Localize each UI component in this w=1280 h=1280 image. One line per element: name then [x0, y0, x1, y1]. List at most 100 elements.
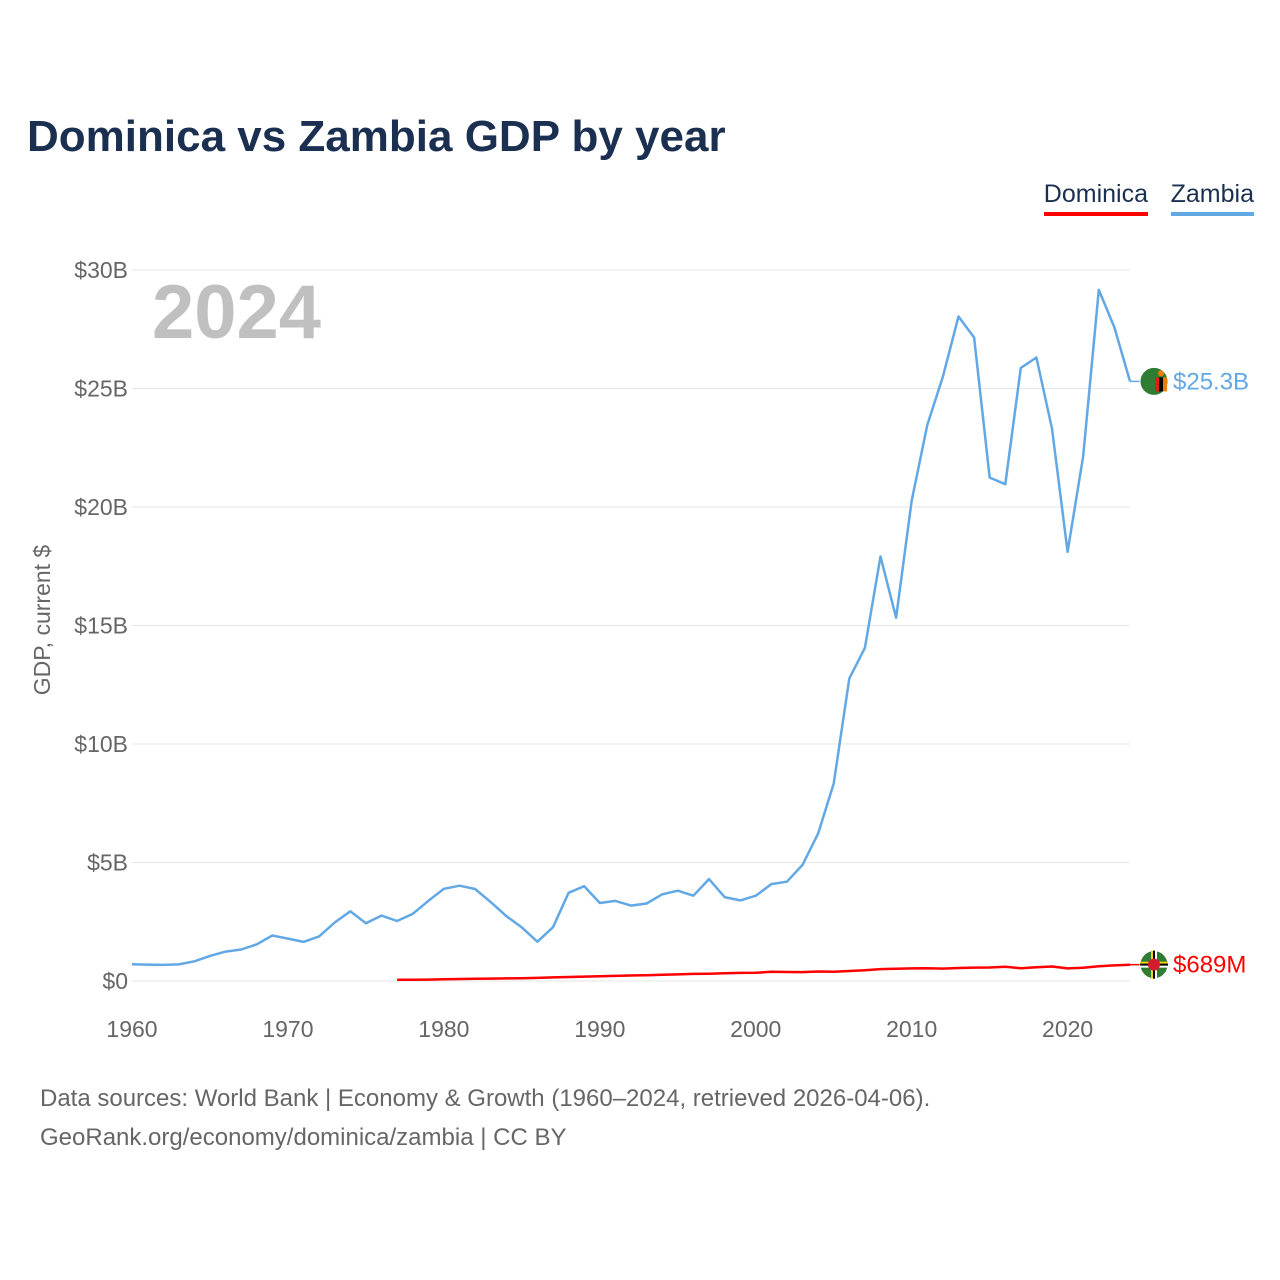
- data-point-zambia[interactable]: [894, 615, 899, 620]
- data-point-dominica[interactable]: [972, 965, 977, 970]
- data-point-dominica[interactable]: [925, 966, 930, 971]
- data-point-zambia[interactable]: [784, 879, 789, 884]
- data-point-dominica[interactable]: [1065, 966, 1070, 971]
- data-point-dominica[interactable]: [956, 965, 961, 970]
- data-point-zambia[interactable]: [176, 962, 181, 967]
- data-point-zambia[interactable]: [254, 942, 259, 947]
- data-point-dominica[interactable]: [551, 975, 556, 980]
- data-point-dominica[interactable]: [1112, 963, 1117, 968]
- data-point-zambia[interactable]: [753, 893, 758, 898]
- data-point-zambia[interactable]: [410, 911, 415, 916]
- data-point-dominica[interactable]: [1034, 965, 1039, 970]
- data-point-dominica[interactable]: [847, 969, 852, 974]
- data-point-zambia[interactable]: [332, 920, 337, 925]
- data-point-zambia[interactable]: [800, 862, 805, 867]
- data-point-zambia[interactable]: [1081, 454, 1086, 459]
- data-point-zambia[interactable]: [348, 909, 353, 914]
- data-point-zambia[interactable]: [597, 901, 602, 906]
- data-point-dominica[interactable]: [1050, 964, 1055, 969]
- data-point-dominica[interactable]: [1096, 964, 1101, 969]
- data-point-dominica[interactable]: [738, 970, 743, 975]
- data-point-dominica[interactable]: [894, 966, 899, 971]
- data-point-dominica[interactable]: [706, 971, 711, 976]
- data-point-zambia[interactable]: [239, 947, 244, 952]
- data-point-dominica[interactable]: [691, 971, 696, 976]
- data-point-zambia[interactable]: [644, 901, 649, 906]
- data-point-zambia[interactable]: [956, 314, 961, 319]
- data-point-zambia[interactable]: [660, 892, 665, 897]
- legend-item-dominica[interactable]: Dominica: [1043, 180, 1148, 216]
- data-point-zambia[interactable]: [207, 953, 212, 958]
- data-point-zambia[interactable]: [223, 949, 228, 954]
- data-point-zambia[interactable]: [613, 898, 618, 903]
- data-point-zambia[interactable]: [831, 781, 836, 786]
- data-point-dominica[interactable]: [441, 977, 446, 982]
- data-point-dominica[interactable]: [473, 976, 478, 981]
- series-line-zambia[interactable]: [131, 288, 1132, 967]
- data-point-dominica[interactable]: [613, 973, 618, 978]
- data-point-dominica[interactable]: [1018, 966, 1023, 971]
- data-point-dominica[interactable]: [1081, 965, 1086, 970]
- data-point-dominica[interactable]: [426, 977, 431, 982]
- data-point-zambia[interactable]: [457, 883, 462, 888]
- data-point-dominica[interactable]: [597, 974, 602, 979]
- data-point-dominica[interactable]: [816, 969, 821, 974]
- data-point-zambia[interactable]: [847, 676, 852, 681]
- data-point-zambia[interactable]: [675, 888, 680, 893]
- footer-link[interactable]: GeoRank.org/economy/dominica/zambia | CC…: [40, 1124, 567, 1151]
- data-point-zambia[interactable]: [987, 475, 992, 480]
- data-point-zambia[interactable]: [909, 498, 914, 503]
- data-point-dominica[interactable]: [753, 970, 758, 975]
- data-point-dominica[interactable]: [831, 969, 836, 974]
- data-point-dominica[interactable]: [644, 973, 649, 978]
- data-point-zambia[interactable]: [161, 962, 166, 967]
- data-point-dominica[interactable]: [878, 967, 883, 972]
- data-point-dominica[interactable]: [940, 966, 945, 971]
- data-point-dominica[interactable]: [629, 973, 634, 978]
- data-point-zambia[interactable]: [317, 934, 322, 939]
- series-line-dominica[interactable]: [397, 963, 1131, 982]
- data-point-zambia[interactable]: [972, 335, 977, 340]
- data-point-zambia[interactable]: [1050, 426, 1055, 431]
- data-point-zambia[interactable]: [145, 962, 150, 967]
- data-point-dominica[interactable]: [488, 976, 493, 981]
- data-point-dominica[interactable]: [909, 966, 914, 971]
- data-point-zambia[interactable]: [862, 645, 867, 650]
- data-point-zambia[interactable]: [816, 831, 821, 836]
- data-point-dominica[interactable]: [504, 976, 509, 981]
- data-point-zambia[interactable]: [1034, 355, 1039, 360]
- data-point-zambia[interactable]: [566, 890, 571, 895]
- data-point-zambia[interactable]: [706, 877, 711, 882]
- data-point-zambia[interactable]: [426, 898, 431, 903]
- data-point-dominica[interactable]: [1003, 964, 1008, 969]
- data-point-dominica[interactable]: [675, 972, 680, 977]
- data-point-dominica[interactable]: [987, 965, 992, 970]
- data-point-zambia[interactable]: [925, 422, 930, 427]
- data-point-zambia[interactable]: [504, 914, 509, 919]
- data-point-zambia[interactable]: [473, 887, 478, 892]
- data-point-zambia[interactable]: [441, 886, 446, 891]
- data-point-zambia[interactable]: [722, 895, 727, 900]
- data-point-dominica[interactable]: [800, 970, 805, 975]
- data-point-zambia[interactable]: [301, 939, 306, 944]
- data-point-zambia[interactable]: [395, 919, 400, 924]
- data-point-dominica[interactable]: [566, 974, 571, 979]
- data-point-dominica[interactable]: [582, 974, 587, 979]
- data-point-zambia[interactable]: [769, 882, 774, 887]
- data-point-dominica[interactable]: [410, 977, 415, 982]
- data-point-dominica[interactable]: [519, 976, 524, 981]
- data-point-dominica[interactable]: [722, 971, 727, 976]
- data-point-zambia[interactable]: [940, 374, 945, 379]
- data-point-zambia[interactable]: [488, 900, 493, 905]
- data-point-dominica[interactable]: [395, 977, 400, 982]
- data-point-zambia[interactable]: [691, 893, 696, 898]
- data-point-zambia[interactable]: [379, 913, 384, 918]
- data-point-zambia[interactable]: [629, 903, 634, 908]
- data-point-zambia[interactable]: [738, 898, 743, 903]
- data-point-zambia[interactable]: [192, 959, 197, 964]
- data-point-zambia[interactable]: [519, 925, 524, 930]
- data-point-zambia[interactable]: [535, 939, 540, 944]
- data-point-zambia[interactable]: [1018, 365, 1023, 370]
- data-point-zambia[interactable]: [363, 921, 368, 926]
- data-point-dominica[interactable]: [535, 975, 540, 980]
